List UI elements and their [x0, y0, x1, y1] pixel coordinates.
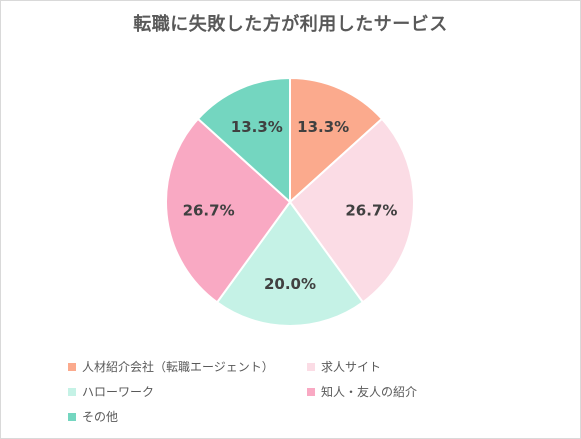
pie-slice-1: [289, 76, 384, 205]
pie-slice-5: [196, 76, 291, 205]
slice-label-4: 26.7%: [183, 201, 235, 219]
slice-label-1: 13.3%: [297, 118, 349, 136]
pie-slice-3: [215, 200, 365, 327]
slice-label-2: 26.7%: [345, 201, 397, 219]
chart-title: 転職に失敗した方が利用したサービス: [133, 14, 448, 35]
pie-slice-2: [288, 117, 415, 304]
pie-slice-4: [165, 117, 292, 304]
slice-label-5: 13.3%: [231, 118, 283, 136]
slice-label-3: 20.0%: [264, 275, 316, 293]
